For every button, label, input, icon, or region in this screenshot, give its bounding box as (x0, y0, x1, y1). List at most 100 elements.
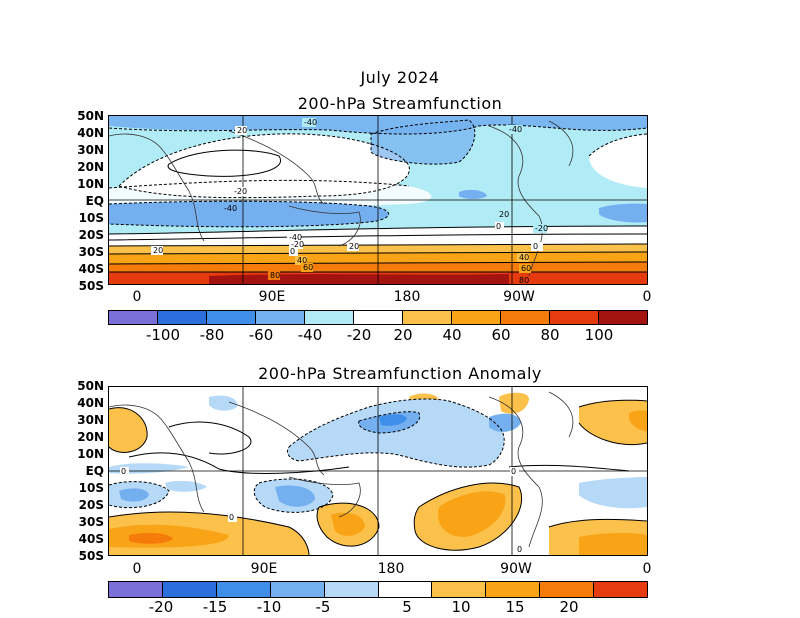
lat-label: 10N (77, 177, 104, 191)
lat-label: EQ (85, 464, 104, 478)
lat-label: 10S (78, 211, 104, 225)
contour-label: 0 (533, 242, 538, 251)
colorbar-label: 100 (584, 326, 614, 344)
lat-label: 30S (78, 515, 104, 529)
contour-label: 0 (229, 513, 234, 522)
colorbar-label: -20 (346, 326, 372, 344)
contour-label: 0 (121, 467, 126, 476)
colorbar-swatch (324, 582, 379, 597)
contour-label: 40 (519, 253, 529, 262)
lat-label: 10S (78, 481, 104, 495)
lon-label: 0 (642, 289, 652, 305)
lat-label: 50S (78, 549, 104, 563)
contour-label: 0 (517, 545, 522, 554)
lat-label: 20S (78, 498, 104, 512)
colorbar-swatch (594, 582, 648, 597)
contour-label: -40 (509, 125, 522, 134)
contour-label: -20 (234, 187, 247, 196)
contour-label: 40 (297, 256, 307, 265)
colorbar-swatch (501, 311, 550, 324)
contour-label: 80 (519, 276, 529, 284)
contour-label: 20 (499, 210, 509, 219)
bottom-colorbar (108, 581, 648, 598)
colorbar-swatch (540, 582, 595, 597)
colorbar-label: 80 (540, 326, 560, 344)
colorbar-swatch (109, 311, 158, 324)
contour-label: 0 (496, 222, 501, 231)
colorbar-label: 10 (451, 598, 471, 616)
colorbar-label: -15 (202, 598, 228, 616)
streamfunction-anomaly-map: 0 0 0 0 (108, 386, 648, 556)
colorbar-label: -20 (148, 598, 174, 616)
lat-label: 40S (78, 532, 104, 546)
lat-label: 20S (78, 228, 104, 242)
lat-label: 30N (77, 143, 104, 157)
lat-label: 30N (77, 413, 104, 427)
lat-label: 50S (78, 279, 104, 293)
contour-label: 20 (349, 242, 359, 251)
lon-label: 0 (132, 289, 142, 305)
colorbar-swatch (486, 582, 541, 597)
lat-label: 50N (77, 109, 104, 123)
contour-label: 0 (290, 247, 295, 256)
figure-date-title: July 2024 (360, 68, 440, 87)
top-colorbar (108, 310, 648, 325)
colorbar-swatch (305, 311, 354, 324)
contour-label: 80 (270, 271, 280, 280)
colorbar-label: 60 (491, 326, 511, 344)
contour-label: 60 (521, 264, 531, 273)
colorbar-label: -100 (145, 326, 181, 344)
colorbar-label: -60 (248, 326, 274, 344)
contour-label: 0 (511, 467, 516, 476)
lat-label: 30S (78, 245, 104, 259)
colorbar-swatch (403, 311, 452, 324)
colorbar-label: -80 (199, 326, 225, 344)
contour-label: 20 (153, 246, 163, 255)
bottom-panel-title: 200-hPa Streamfunction Anomaly (258, 364, 542, 383)
colorbar-label: 40 (442, 326, 462, 344)
colorbar-swatch (109, 582, 163, 597)
contour-label: -20 (535, 224, 548, 233)
lon-label: 90W (503, 289, 535, 305)
lat-label: 50N (77, 379, 104, 393)
colorbar-swatch (216, 582, 271, 597)
colorbar-swatch (550, 311, 599, 324)
colorbar-label: -40 (297, 326, 323, 344)
colorbar-swatch (270, 582, 325, 597)
contour-label: 60 (303, 263, 313, 272)
streamfunction-map: -40 20 -20 -40 -40 20 0 -40 -20 0 40 20 … (108, 115, 648, 285)
lon-label: 180 (393, 289, 421, 305)
colorbar-label: -5 (315, 598, 331, 616)
colorbar-swatch (452, 311, 501, 324)
colorbar-label: 20 (393, 326, 413, 344)
contour-label: -40 (304, 118, 317, 127)
colorbar-swatch (207, 311, 256, 324)
lat-label: EQ (85, 194, 104, 208)
lat-label: 10N (77, 447, 104, 461)
lat-label: 20N (77, 160, 104, 174)
lon-label: 90E (250, 561, 278, 577)
lat-label: 20N (77, 430, 104, 444)
lon-label: 0 (132, 561, 142, 577)
lon-label: 180 (377, 561, 405, 577)
lon-label: 90W (500, 561, 532, 577)
colorbar-swatch (354, 311, 403, 324)
lat-label: 40N (77, 126, 104, 140)
colorbar-label: 20 (559, 598, 579, 616)
top-panel-title: 200-hPa Streamfunction (297, 94, 503, 113)
lat-label: 40N (77, 396, 104, 410)
lon-label: 90E (258, 289, 286, 305)
colorbar-label: -10 (256, 598, 282, 616)
contour-label: -20 (291, 240, 304, 249)
colorbar-swatch (378, 582, 433, 597)
contour-label: -40 (289, 233, 302, 242)
colorbar-swatch (256, 311, 305, 324)
colorbar-swatch (432, 582, 487, 597)
contour-label: -40 (224, 204, 237, 213)
colorbar-label: 15 (505, 598, 525, 616)
colorbar-swatch (162, 582, 217, 597)
colorbar-swatch (158, 311, 207, 324)
colorbar-label: 5 (402, 598, 412, 616)
lon-label: 0 (642, 561, 652, 577)
lat-label: 40S (78, 262, 104, 276)
